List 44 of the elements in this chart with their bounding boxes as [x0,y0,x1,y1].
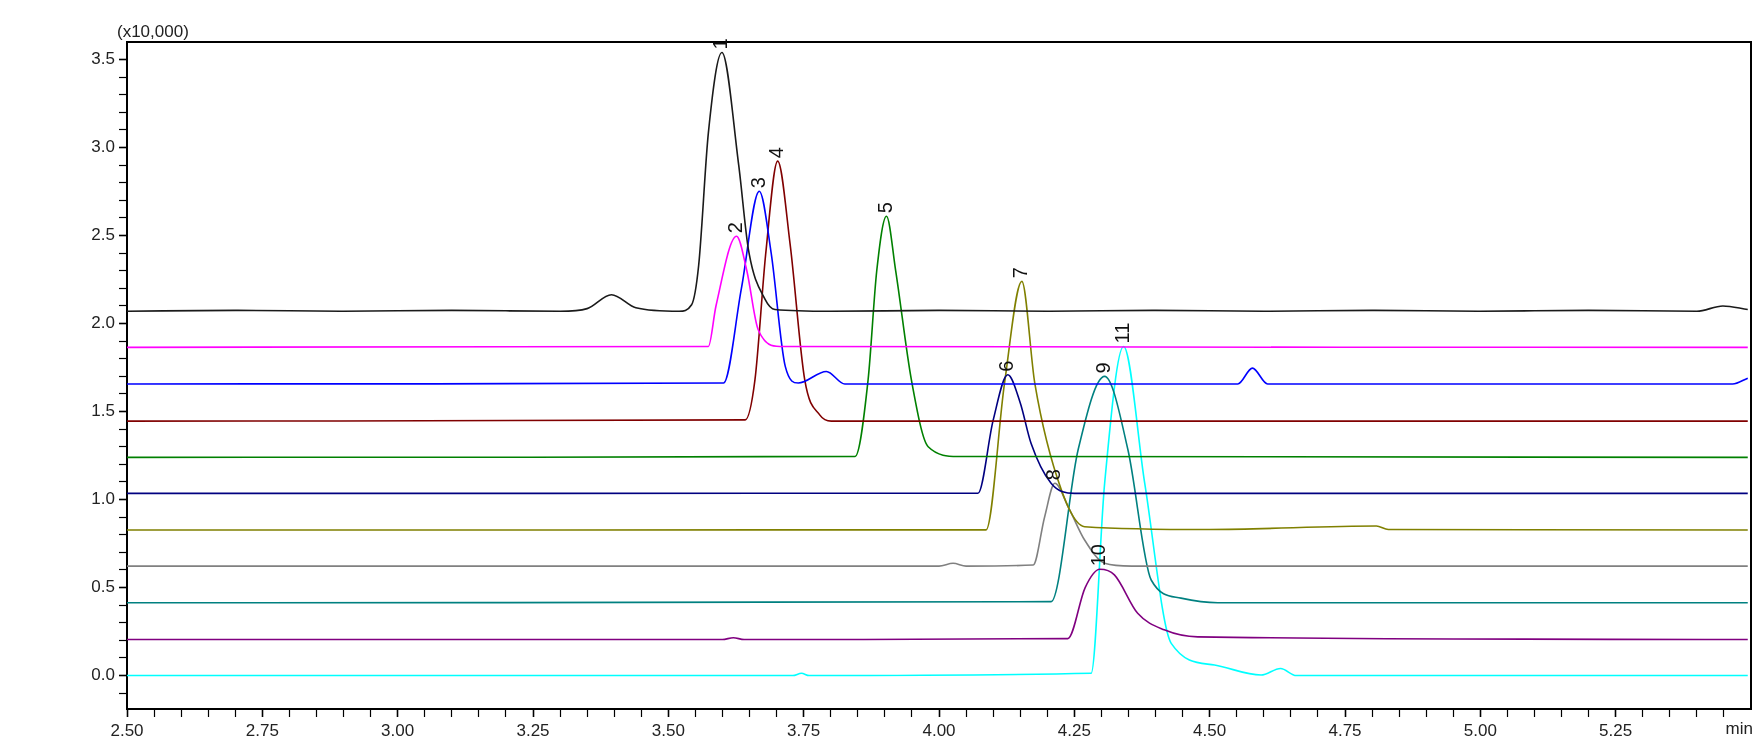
line-series [127,160,1749,422]
line-series [127,280,1749,531]
line-series [127,235,1749,349]
y-tick-label: 3.0 [91,137,115,157]
annotation: 3 [746,177,769,189]
annotation: 10 [1087,544,1110,567]
annotation: 9 [1092,362,1115,374]
annotation: 4 [765,147,788,159]
line-series [127,345,1749,677]
x-tick-label: 5.25 [1599,720,1633,740]
annotation: 1 [709,38,732,50]
line-series [127,482,1749,567]
annotation: 7 [1009,267,1032,279]
y-tick-label: 0.5 [91,577,115,597]
x-tick-label: 2.75 [245,720,279,740]
y-tick-label: 1.5 [91,401,115,421]
x-tick-label: 5.00 [1463,720,1497,740]
line-series [127,190,1749,385]
x-tick-label: 3.75 [787,720,821,740]
x-tick-label: 4.00 [922,720,956,740]
x-tick-label: 4.25 [1057,720,1091,740]
x-tick-label: 3.25 [516,720,550,740]
x-tick-label: 2.50 [110,720,144,740]
y-tick-label: 2.0 [91,313,115,333]
y-tick-label: 0.0 [91,665,115,685]
y-tick-label: 2.5 [91,225,115,245]
annotation: 11 [1111,322,1134,344]
annotation: 6 [995,360,1018,372]
line-series [127,215,1749,459]
annotation: 8 [1042,469,1065,481]
line-series [127,568,1749,641]
x-tick-label: 3.50 [651,720,685,740]
y-tick-label: 3.5 [91,49,115,69]
x-axis-title: min [1725,719,1753,739]
line-series [127,375,1749,604]
annotation: 5 [874,202,897,214]
x-tick-label: 4.75 [1328,720,1362,740]
x-tick-label: 3.00 [381,720,415,740]
x-tick-label: 4.50 [1193,720,1227,740]
y-tick-label: 1.0 [91,489,115,509]
annotation: 2 [724,222,747,234]
y-axis-title: (x10,000) [117,22,189,42]
line-series [127,374,1749,495]
line-series [127,51,1749,313]
